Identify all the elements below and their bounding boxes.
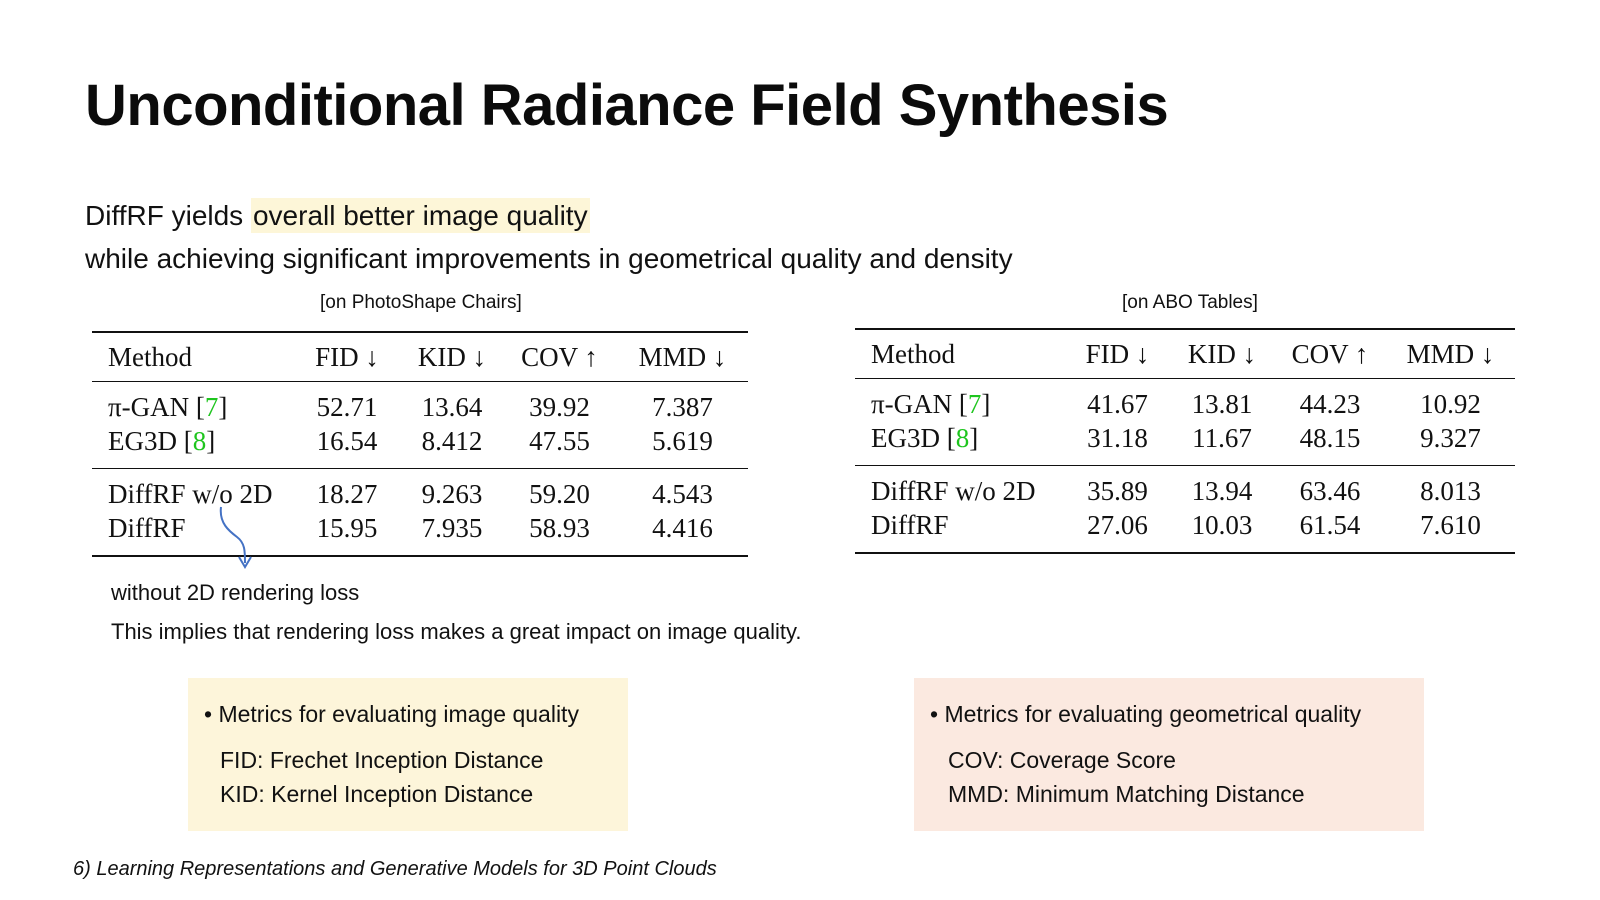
subtitle-line-2: while achieving significant improvements… [85,243,1013,274]
curved-arrow-icon [219,506,252,569]
method-cell: π-GAN [7] [108,391,228,422]
header-method: Method [871,338,955,369]
fid-cell: 16.54 [316,425,378,456]
fid-cell: 27.06 [1087,509,1148,540]
reference-link: 8 [192,425,207,456]
cov-cell: 39.92 [529,391,590,422]
fid-cell: 18.27 [316,478,378,509]
cov-cell: 58.93 [529,512,590,543]
implication-text: This implies that rendering loss makes a… [111,619,802,644]
header-fid: FID ↓ [1085,338,1150,369]
method-cell: EG3D [8] [871,422,979,453]
mmd-cell: 5.619 [652,425,713,456]
results-table-chairs: Method FID ↓ KID ↓ COV ↑ MMD ↓ π-GAN [7]… [92,331,748,557]
mmd-cell: 10.92 [1420,388,1481,419]
cov-cell: 48.15 [1299,422,1361,453]
cov-cell: 61.54 [1299,509,1361,540]
kid-cell: 8.412 [421,425,483,456]
cov-cell: 47.55 [529,425,590,456]
kid-cell: 13.81 [1191,388,1253,419]
cov-cell: 44.23 [1299,388,1361,419]
header-method: Method [108,341,192,372]
table-caption-chairs: [on PhotoShape Chairs] [320,292,522,313]
subtitle-highlight: overall better image quality [250,198,590,233]
table-header-row: Method FID ↓ KID ↓ COV ↑ MMD ↓ [855,329,1515,379]
table-row: π-GAN [7] 52.71 13.64 39.92 7.387 [92,382,748,425]
fid-cell: 35.89 [1087,475,1148,506]
fid-cell: 31.18 [1087,422,1148,453]
kid-cell: 11.67 [1192,422,1252,453]
header-mmd: MMD ↓ [1406,338,1495,369]
method-cell: DiffRF [108,512,186,543]
table-caption-tables: [on ABO Tables] [1122,292,1258,313]
reference-link: 8 [955,422,970,453]
table-row: DiffRF 27.06 10.03 61.54 7.610 [855,508,1515,553]
kid-cell: 13.64 [421,391,483,422]
method-cell: DiffRF [871,509,949,540]
header-fid: FID ↓ [315,341,379,372]
header-mmd: MMD ↓ [638,341,727,372]
metric-definition: MMD: Minimum Matching Distance [948,781,1305,807]
method-name: EG3D [ [108,425,193,456]
results-table-abo: Method FID ↓ KID ↓ COV ↑ MMD ↓ π-GAN [7]… [855,328,1515,554]
header-cov: COV ↑ [1291,338,1369,369]
method-cell: EG3D [8] [108,425,216,456]
slide-title: Unconditional Radiance Field Synthesis [85,73,1169,138]
table-row: DiffRF w/o 2D 35.89 13.94 63.46 8.013 [855,466,1515,509]
table-row: DiffRF 15.95 7.935 58.93 4.416 [92,511,748,556]
subtitle-line-1: DiffRF yields overall better image quali… [85,198,590,233]
method-name: π-GAN [ [871,388,968,419]
metric-definition: KID: Kernel Inception Distance [220,781,534,807]
header-cov: COV ↑ [521,341,598,372]
mmd-cell: 4.543 [652,478,713,509]
cov-cell: 59.20 [529,478,590,509]
method-cell: DiffRF w/o 2D [108,478,273,509]
metric-definition: FID: Frechet Inception Distance [220,747,544,773]
method-name: EG3D [ [871,422,956,453]
kid-cell: 13.94 [1191,475,1253,506]
footnote-reference: 6) Learning Representations and Generati… [73,858,717,880]
subtitle-prefix: DiffRF yields [85,200,251,231]
fid-cell: 41.67 [1087,388,1148,419]
box-heading: • Metrics for evaluating geometrical qua… [930,701,1362,727]
table-header-row: Method FID ↓ KID ↓ COV ↑ MMD ↓ [92,332,748,382]
reference-link: 7 [204,391,219,422]
kid-cell: 10.03 [1191,509,1253,540]
table-row: EG3D [8] 31.18 11.67 48.15 9.327 [855,421,1515,466]
fid-cell: 52.71 [316,391,378,422]
method-cell: π-GAN [7] [871,388,991,419]
method-name: π-GAN [ [108,391,205,422]
header-kid: KID ↓ [1187,338,1257,369]
mmd-cell: 4.416 [652,512,713,543]
box-heading: • Metrics for evaluating image quality [204,701,579,727]
arrow-annotation: without 2D rendering loss [111,580,360,605]
table-row: π-GAN [7] 41.67 13.81 44.23 10.92 [855,379,1515,422]
image-quality-metrics-box: • Metrics for evaluating image quality F… [188,678,628,831]
fid-cell: 15.95 [316,512,378,543]
header-kid: KID ↓ [417,341,487,372]
kid-cell: 7.935 [421,512,483,543]
mmd-cell: 8.013 [1420,475,1481,506]
reference-link: 7 [967,388,982,419]
kid-cell: 9.263 [421,478,483,509]
geometry-quality-metrics-box: • Metrics for evaluating geometrical qua… [914,678,1424,831]
mmd-cell: 7.387 [652,391,713,422]
method-cell: DiffRF w/o 2D [871,475,1036,506]
mmd-cell: 9.327 [1420,422,1481,453]
mmd-cell: 7.610 [1420,509,1481,540]
cov-cell: 63.46 [1299,475,1361,506]
metric-definition: COV: Coverage Score [948,747,1176,773]
table-row: EG3D [8] 16.54 8.412 47.55 5.619 [92,424,748,469]
table-row: DiffRF w/o 2D 18.27 9.263 59.20 4.543 [92,469,748,512]
